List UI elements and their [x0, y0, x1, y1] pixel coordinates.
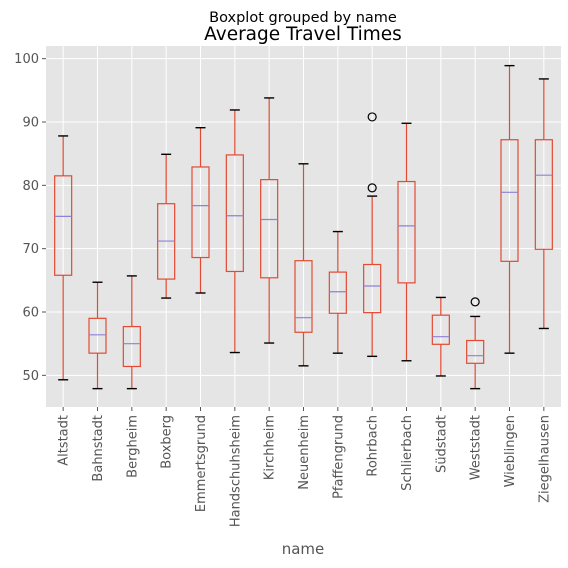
iqr-box: [260, 179, 279, 279]
box-boxberg: [157, 153, 176, 299]
chart-title: Average Travel Times: [204, 24, 402, 45]
x-tick-label: Wieblingen: [503, 415, 518, 487]
box-wieblingen: [500, 64, 519, 354]
x-tick-label: Emmertsgrund: [194, 415, 209, 512]
x-axis-label: name: [282, 540, 325, 558]
box-neuenheim: [294, 163, 313, 367]
iqr-box: [328, 271, 347, 314]
y-tick-label: 60: [22, 306, 39, 321]
y-tick-label: 70: [22, 242, 39, 257]
y-tick-label: 100: [14, 52, 39, 67]
box-schlierbach: [397, 122, 416, 362]
y-tick-label: 50: [22, 369, 39, 384]
x-tick-label: Pfaffengrund: [331, 415, 346, 499]
iqr-box: [500, 139, 519, 262]
box-weststadt: [466, 297, 485, 390]
box-emmertsgrund: [191, 126, 210, 294]
x-tick-label: Neuenheim: [297, 415, 312, 490]
box-ziegelhausen: [534, 78, 553, 330]
iqr-box: [54, 175, 73, 276]
outlier-point: [470, 297, 480, 307]
box-pfaffengrund: [328, 230, 347, 354]
box-handschuhsheim: [225, 109, 244, 354]
boxes: [54, 64, 553, 390]
x-tick-label: Bahnstadt: [91, 415, 106, 482]
y-tick-label: 80: [22, 179, 39, 194]
iqr-box: [397, 180, 416, 284]
iqr-box: [122, 325, 141, 368]
iqr-box: [294, 260, 313, 333]
y-tick-label: 90: [22, 116, 39, 131]
x-tick-label: Schlierbach: [400, 415, 415, 491]
iqr-box: [466, 339, 485, 364]
outlier-point: [367, 112, 377, 122]
y-tick-labels: 50 60 70 80 90 100: [14, 52, 46, 384]
iqr-box: [225, 154, 244, 273]
iqr-box: [431, 314, 450, 345]
box-kirchheim: [260, 97, 279, 344]
x-tick-labels: Altstadt Bahnstadt Bergheim Boxberg Emmertsg…: [57, 407, 552, 527]
x-tick-label: Rohrbach: [366, 415, 381, 477]
chart-suptitle: Boxplot grouped by name: [209, 10, 397, 26]
iqr-box: [363, 263, 382, 314]
x-tick-label: Südstadt: [434, 415, 449, 473]
x-tick-label: Boxberg: [160, 415, 175, 469]
x-tick-label: Kirchheim: [263, 415, 278, 480]
iqr-box: [88, 317, 107, 354]
x-tick-label: Ziegelhausen: [537, 415, 552, 503]
x-tick-label: Weststadt: [469, 415, 484, 480]
outlier-point: [367, 183, 377, 193]
x-tick-label: Altstadt: [57, 415, 72, 466]
box-bergheim: [122, 275, 141, 390]
box-rohrbach: [363, 112, 382, 358]
x-tick-label: Bergheim: [125, 415, 140, 478]
x-tick-label: Handschuhsheim: [228, 415, 243, 527]
box-südstadt: [431, 296, 450, 377]
box-altstadt: [54, 135, 73, 381]
box-bahnstadt: [88, 281, 107, 390]
iqr-box: [534, 139, 553, 250]
iqr-box: [191, 166, 210, 259]
